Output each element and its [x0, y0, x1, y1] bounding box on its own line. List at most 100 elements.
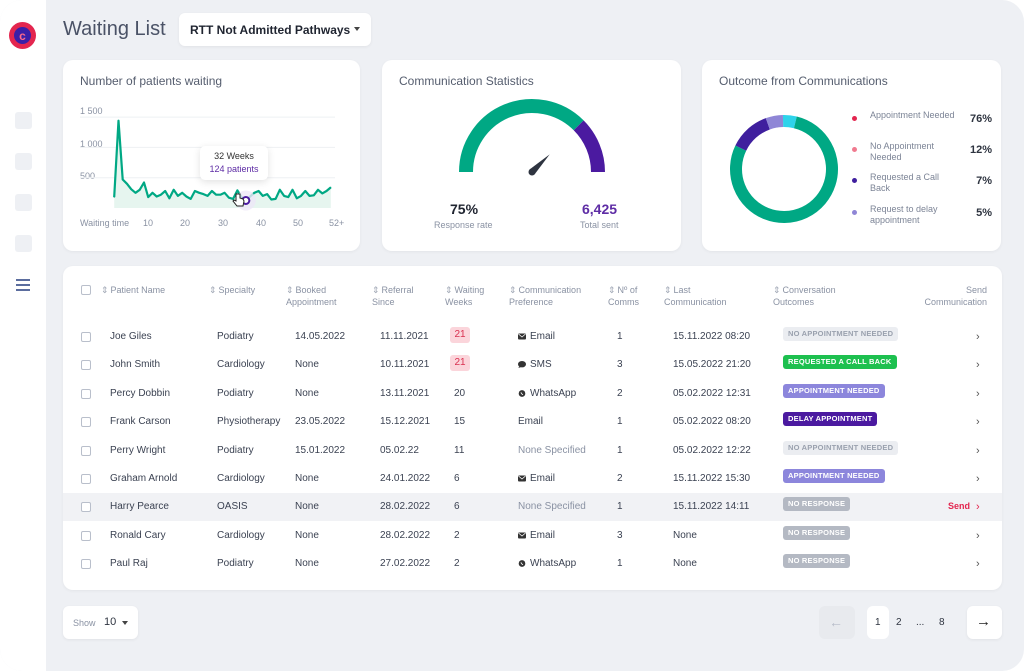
row-checkbox[interactable]	[81, 445, 91, 456]
data-point	[304, 190, 306, 192]
chevron-right-icon[interactable]: ›	[976, 529, 980, 542]
x-tick-label: 10	[143, 218, 154, 228]
data-point	[296, 197, 298, 199]
pathway-select[interactable]: RTT Not Admitted Pathways	[179, 13, 371, 46]
sort-icon: ⇕	[664, 285, 672, 295]
header-patient-name[interactable]: ⇕ Patient Name	[101, 285, 166, 295]
page-number[interactable]: 8	[939, 617, 945, 628]
referral-since: 15.12.2021	[380, 416, 431, 428]
booked-appointment: None	[295, 529, 319, 541]
communication-preference: SMS	[518, 359, 552, 370]
table-row[interactable]: Paul Raj Podiatry None 27.02.2022 2 WhatsApp 1…	[63, 550, 1002, 578]
x-tick-label: 40	[256, 218, 267, 228]
sort-icon: ⇕	[773, 285, 781, 295]
table-row[interactable]: Frank Carson Physiotherapy 23.05.2022 15.12…	[63, 408, 1002, 436]
response-rate-value: 75%	[450, 201, 479, 217]
header-waiting-weeks[interactable]: ⇕ Waiting Weeks	[445, 285, 485, 307]
row-checkbox[interactable]	[81, 388, 91, 399]
header-communication-preference[interactable]: ⇕ Communication Preference	[509, 285, 582, 307]
specialty: Podiatry	[217, 444, 254, 456]
page-ellipsis: ...	[916, 617, 925, 628]
last-communication: None	[673, 529, 697, 541]
data-point	[164, 190, 166, 192]
data-point	[317, 189, 319, 191]
page-title: Waiting List	[63, 18, 166, 40]
donut-slice	[765, 115, 784, 130]
select-all-checkbox[interactable]	[81, 285, 91, 295]
table-row[interactable]: Perry Wright Podiatry 15.01.2022 05.02.22 11…	[63, 437, 1002, 465]
page-number[interactable]: 2	[896, 617, 902, 628]
patient-name: Paul Raj	[110, 558, 148, 570]
header-booked-appointment[interactable]: ⇕ Booked Appointment	[286, 285, 337, 307]
data-point	[270, 198, 272, 201]
data-point	[300, 195, 302, 197]
last-communication: 15.05.2022 21:20	[673, 359, 751, 371]
show-value: 10	[104, 616, 117, 628]
row-checkbox[interactable]	[81, 474, 91, 484]
table-row[interactable]: Joe Giles Podiatry 14.05.2022 11.11.2021 21 E…	[63, 323, 1002, 351]
list-view-icon[interactable]	[16, 279, 30, 294]
whatsapp-icon	[518, 558, 530, 569]
outcome-badge: APPOINTMENT NEEDED	[783, 469, 885, 483]
sidebar-nav-item-4[interactable]	[15, 235, 32, 252]
page-1-button[interactable]	[867, 606, 889, 639]
table-row[interactable]: Graham Arnold Cardiology None 24.01.2022 6 Em…	[63, 465, 1002, 493]
header-last-communication[interactable]: ⇕ Last Communication	[664, 285, 727, 307]
header-specialty[interactable]: ⇕ Specialty	[209, 285, 256, 295]
table-row[interactable]: Harry Pearce OASIS None 28.02.2022 6 None Spe…	[63, 493, 1002, 522]
communication-preference: WhatsApp	[518, 558, 576, 569]
booked-appointment: None	[295, 558, 319, 570]
total-sent-label: Total sent	[580, 220, 619, 230]
table-row[interactable]: Percy Dobbin Podiatry None 13.11.2021 20 What…	[63, 380, 1002, 408]
data-point	[253, 192, 255, 194]
outcome-badge: DELAY APPOINTMENT	[783, 412, 878, 427]
data-point	[134, 192, 137, 194]
chevron-right-icon[interactable]: ›	[976, 473, 980, 485]
referral-since: 28.02.2022	[380, 501, 431, 513]
row-checkbox[interactable]	[81, 559, 91, 570]
row-checkbox[interactable]	[81, 360, 91, 371]
chevron-right-icon[interactable]: ›	[976, 558, 980, 571]
legend-item: Request to delay appointment 5%	[852, 204, 992, 234]
chevron-right-icon[interactable]: ›	[976, 387, 980, 400]
comm-stats-title: Communication Statistics	[399, 74, 534, 88]
sidebar-nav-item-3[interactable]	[15, 194, 32, 211]
prev-page-button[interactable]: ←	[819, 606, 855, 639]
next-page-button[interactable]: →	[967, 606, 1002, 639]
row-checkbox[interactable]	[81, 332, 91, 342]
patients-waiting-card: Number of patients waiting 1 500 1 000 5…	[63, 60, 360, 251]
chevron-right-icon[interactable]: ›	[976, 501, 980, 514]
legend-dot	[852, 210, 857, 215]
page-size-select[interactable]: Show 10	[63, 606, 138, 639]
waiting-weeks: 20	[454, 387, 466, 399]
sidebar-nav-item-1[interactable]	[15, 112, 32, 129]
data-point	[262, 195, 264, 197]
sort-icon: ⇕	[209, 285, 217, 295]
chevron-right-icon[interactable]: ›	[976, 444, 980, 457]
chart-tooltip: 32 Weeks 124 patients	[200, 146, 268, 180]
row-checkbox[interactable]	[81, 417, 91, 428]
header-num-comms[interactable]: ⇕ Nº of Comms	[608, 285, 639, 307]
booked-appointment: None	[295, 387, 319, 399]
chevron-right-icon[interactable]: ›	[976, 359, 980, 372]
app-logo[interactable]: c	[9, 22, 36, 49]
chevron-right-icon[interactable]: ›	[976, 331, 980, 343]
table-row[interactable]: John Smith Cardiology None 10.11.2021 21 SMS 3…	[63, 351, 1002, 379]
booked-appointment: 15.01.2022	[295, 444, 346, 456]
x-tick-label: 52+	[329, 218, 345, 228]
page-number[interactable]: 1	[875, 617, 881, 628]
header-conversation-outcomes[interactable]: ⇕ Conversation Outcomes	[773, 285, 836, 307]
sidebar-nav-item-2[interactable]	[15, 153, 32, 170]
outcome-badge: NO APPOINTMENT NEEDED	[783, 440, 899, 455]
patient-name: Frank Carson	[110, 416, 171, 428]
row-checkbox[interactable]	[81, 502, 91, 513]
last-communication: 15.11.2022 15:30	[673, 473, 751, 484]
referral-since: 27.02.2022	[380, 558, 431, 570]
row-checkbox[interactable]	[81, 530, 91, 541]
data-point	[232, 198, 234, 200]
send-button[interactable]: Send	[948, 501, 971, 512]
header-referral-since[interactable]: ⇕ Referral Since	[372, 285, 414, 307]
chevron-right-icon[interactable]: ›	[976, 416, 980, 429]
legend-item: Requested a Call Back 7%	[852, 172, 992, 202]
table-row[interactable]: Ronald Cary Cardiology None 28.02.2022 2 Emai…	[63, 522, 1002, 550]
